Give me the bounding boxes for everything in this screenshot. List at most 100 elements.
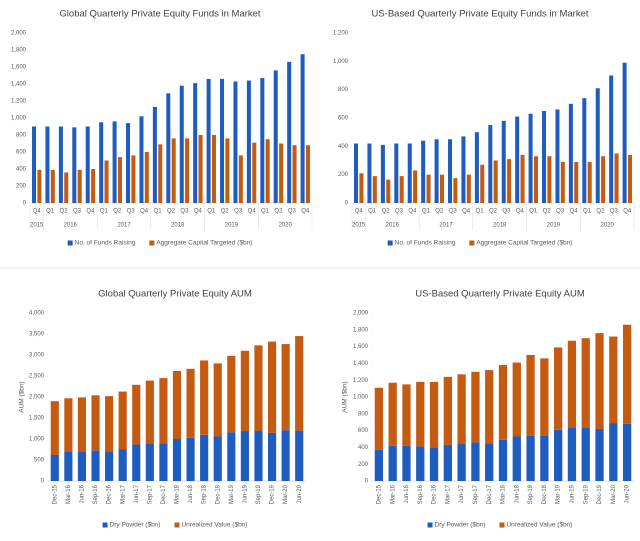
bar <box>380 144 385 203</box>
x-tick-label: Sep-17 <box>473 484 479 504</box>
x-tick-label: Dec-15 <box>52 484 58 504</box>
bar-segment <box>609 336 618 424</box>
bar <box>533 156 538 203</box>
bar-segment <box>443 376 452 445</box>
x-tick-label: Q3 <box>73 209 82 215</box>
bar <box>300 54 305 203</box>
x-tick-label: Q4 <box>516 209 525 215</box>
bar <box>560 161 565 203</box>
bar-segment <box>595 333 604 429</box>
bar-segment <box>471 371 480 443</box>
bar <box>587 161 592 203</box>
x-tick-label: Sep-18 <box>202 484 208 504</box>
x-tick-label: Q3 <box>127 209 136 215</box>
x-tick-label: Q1 <box>261 209 270 215</box>
legend-swatch <box>174 522 180 528</box>
x-tick-label: Mar-20 <box>283 484 289 504</box>
bar-segment <box>374 387 384 450</box>
bar <box>211 135 216 203</box>
bar <box>609 75 614 203</box>
bar-segment <box>526 355 535 436</box>
x-tick-label: Mar-20 <box>611 484 617 504</box>
bar <box>305 145 310 203</box>
bar <box>407 143 412 203</box>
y-tick-label: 0 <box>345 201 349 207</box>
bar <box>144 152 149 203</box>
x-tick-label: Jun-17 <box>459 484 465 503</box>
x-tick-label: Mar-18 <box>501 484 507 504</box>
y-tick-label: 1,000 <box>29 437 45 443</box>
x-tick-label: Q2 <box>113 209 122 215</box>
bar-segment <box>457 374 466 445</box>
bar <box>515 116 520 203</box>
bar <box>568 103 573 203</box>
bar <box>77 169 82 203</box>
bar-segment <box>254 430 263 481</box>
x-tick-label: Q4 <box>355 209 364 215</box>
bar <box>434 139 439 203</box>
bar-segment <box>91 450 100 481</box>
x-tick-label: Dec-17 <box>487 484 493 504</box>
bar-segment <box>512 362 521 437</box>
bar <box>171 138 176 203</box>
bar-segment <box>374 449 384 481</box>
y-tick-label: 200 <box>338 172 349 178</box>
bar <box>198 135 203 203</box>
bar-segment <box>91 395 100 451</box>
x-tick-label: Q2 <box>382 209 391 215</box>
bar <box>91 169 96 203</box>
bar-segment <box>186 368 195 438</box>
bar-segment <box>526 435 535 481</box>
legend-label: Aggregate Capital Targeted ($bn) <box>476 240 572 247</box>
x-tick-label: Dec-15 <box>376 484 382 504</box>
bar <box>117 157 122 203</box>
bar-segment <box>240 350 249 432</box>
bar-segment <box>622 423 632 481</box>
y-tick-label: 1,800 <box>11 48 27 54</box>
bar <box>131 155 136 203</box>
bar <box>627 154 632 203</box>
bar <box>45 126 50 203</box>
legend-label: Dry Powder ($bn) <box>435 522 486 529</box>
bar-segment <box>609 423 618 481</box>
x-group-label: 2015 <box>30 223 44 229</box>
bar-segment <box>388 445 397 481</box>
y-tick-label: 1,800 <box>353 327 369 333</box>
bar-segment <box>429 447 439 481</box>
x-tick-label: Q3 <box>288 209 297 215</box>
bar <box>265 139 270 203</box>
bar <box>439 174 444 203</box>
x-tick-label: Q3 <box>234 209 243 215</box>
y-tick-label: 0 <box>23 201 27 207</box>
x-tick-label: Q4 <box>194 209 203 215</box>
bar <box>354 143 359 203</box>
x-tick-label: Q3 <box>395 209 404 215</box>
x-tick-label: Q4 <box>301 209 310 215</box>
bar-segment <box>64 398 73 453</box>
x-group-label: 2020 <box>600 223 614 229</box>
bar-segment <box>281 344 290 431</box>
bar-segment <box>281 430 290 481</box>
x-tick-label: Jun-19 <box>570 484 576 503</box>
bar-segment <box>64 452 73 481</box>
x-tick-label: Q2 <box>543 209 552 215</box>
x-tick-label: Mar-19 <box>229 484 235 504</box>
bar-segment <box>485 370 494 444</box>
bar <box>273 70 278 204</box>
x-tick-label: Dec-19 <box>270 484 276 504</box>
x-tick-label: Q3 <box>502 209 511 215</box>
bar <box>507 159 512 203</box>
x-tick-label: Q1 <box>583 209 592 215</box>
bar-segment <box>118 391 127 450</box>
x-tick-label: Q2 <box>221 209 230 215</box>
y-tick-label: 1,600 <box>11 65 27 71</box>
bar <box>547 156 552 203</box>
y-tick-label: 800 <box>16 133 27 139</box>
bar <box>614 153 619 203</box>
x-tick-label: Jun-18 <box>188 484 194 503</box>
y-tick-label: 2,000 <box>353 311 369 317</box>
y-axis-label: AUM ($bn) <box>19 381 26 412</box>
bar <box>488 125 493 203</box>
y-tick-label: 1,200 <box>333 31 349 37</box>
bar-segment <box>443 444 452 481</box>
